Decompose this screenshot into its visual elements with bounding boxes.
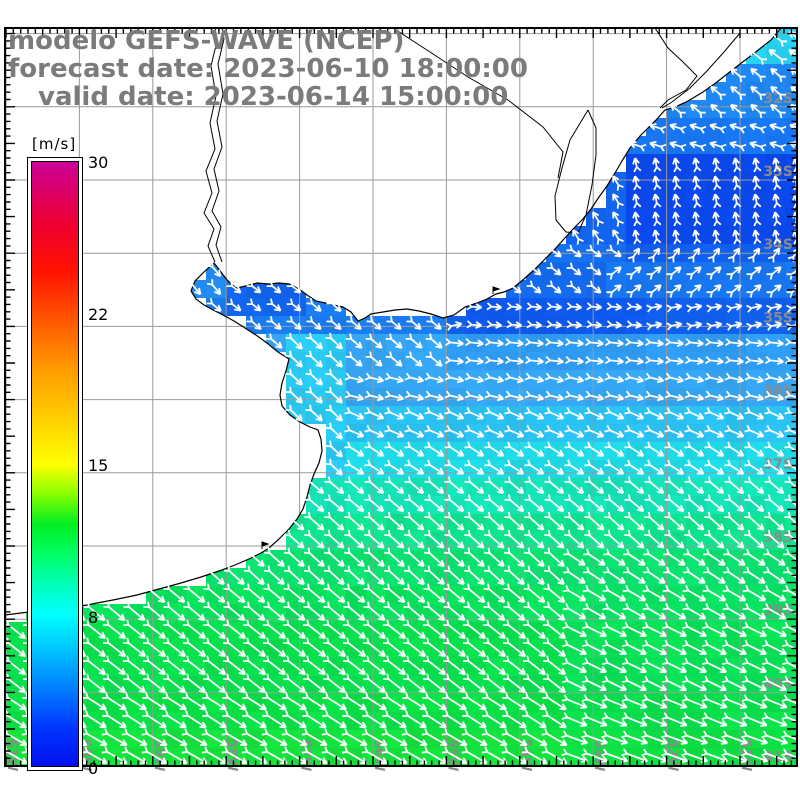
colorbar-gradient bbox=[31, 161, 79, 767]
lat-grid-label: 34S bbox=[763, 237, 793, 253]
lat-grid-label: 39S bbox=[763, 603, 793, 619]
lon-grid-label: 53W bbox=[591, 739, 606, 771]
city-flag-marker bbox=[492, 286, 501, 294]
lat-grid-label: 37S bbox=[763, 457, 793, 473]
colorbar-unit-label: [m/s] bbox=[32, 135, 77, 153]
wind-arrow-glyphs bbox=[5, 30, 797, 765]
colorbar-tick-label: 22 bbox=[88, 304, 109, 324]
colorbar-tick-label: 8 bbox=[88, 607, 99, 627]
page-title: modelo GEFS-WAVE (NCEP) bbox=[8, 26, 405, 56]
lon-grid-label: 51W bbox=[738, 739, 753, 771]
lat-grid-label: 35S bbox=[763, 310, 793, 326]
lat-grid-label: 33S bbox=[763, 164, 793, 180]
wind-vectors bbox=[5, 30, 797, 765]
lat-grid-label: 40S bbox=[763, 676, 793, 692]
valid-date-label: valid date: 2023-06-14 15:00:00 bbox=[38, 82, 509, 112]
city-flag-marker bbox=[261, 541, 270, 549]
forecast-date-label: forecast date: 2023-06-10 18:00:00 bbox=[8, 54, 528, 84]
colorbar: [m/s] 30 22 15 8 0 bbox=[27, 135, 108, 778]
colorbar-tick-label: 15 bbox=[88, 456, 109, 475]
map-frame bbox=[4, 27, 798, 767]
colorbar-tick-label: 30 bbox=[88, 153, 109, 172]
coastline bbox=[5, 28, 782, 616]
land-area bbox=[5, 28, 781, 615]
colorbar-tick-label: 0 bbox=[88, 759, 99, 778]
lat-grid-label: 38S bbox=[763, 530, 793, 546]
axis-ticks bbox=[5, 29, 796, 765]
